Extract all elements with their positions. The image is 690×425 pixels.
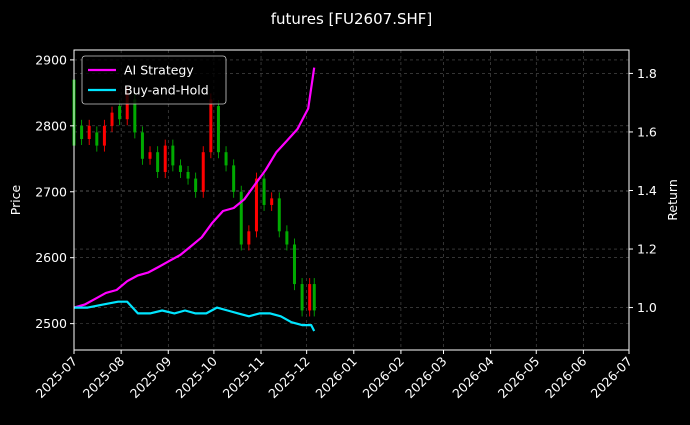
candle-body	[125, 92, 129, 120]
y-tick-label-right: 1.6	[637, 124, 657, 139]
y-tick-label-right: 1.4	[637, 183, 657, 198]
x-tick-label: 2026-02	[359, 354, 407, 402]
candle-body	[209, 99, 213, 153]
candle-body	[277, 198, 281, 232]
x-tick-label: 2025-12	[265, 354, 313, 402]
return-lines	[73, 67, 316, 332]
x-tick-label: 2025-11	[220, 354, 268, 402]
candle-body	[186, 171, 190, 179]
legend-label: AI Strategy	[124, 63, 194, 78]
candle-body	[148, 152, 152, 159]
x-tick-label: 2025-10	[172, 353, 220, 401]
candle-body	[133, 99, 137, 133]
chart-title: futures [FU2607.SHF]	[271, 10, 433, 28]
y-axis-label-left: Price	[8, 184, 23, 215]
candle-body	[194, 178, 198, 192]
candle-body	[300, 284, 304, 311]
candle-body	[308, 284, 312, 311]
y-tick-label-left: 2500	[35, 316, 67, 331]
candle-body	[232, 165, 236, 192]
candle-body	[110, 112, 114, 126]
candle-body	[87, 125, 91, 140]
candle-body	[102, 125, 106, 146]
x-tick-label: 2026-05	[495, 354, 543, 402]
candle-body	[292, 244, 296, 285]
candle-body	[201, 152, 205, 192]
legend: AI Strategy Buy-and-Hold	[81, 55, 227, 105]
y-tick-label-right: 1.8	[637, 66, 657, 81]
candle-body	[239, 191, 243, 245]
y-tick-label-left: 2700	[35, 184, 67, 199]
y-tick-label-right: 1.2	[637, 242, 657, 257]
candle-body	[156, 152, 160, 172]
candle-body	[312, 284, 316, 311]
x-tick-label: 2026-01	[312, 354, 360, 402]
candlestick-series	[72, 73, 316, 317]
candle-body	[171, 145, 175, 166]
candle-body	[178, 165, 182, 172]
candle-body	[140, 132, 144, 159]
candle-body	[163, 145, 167, 172]
x-tick-label: 2026-07	[588, 354, 636, 402]
x-tick-label: 2025-08	[80, 353, 128, 401]
candle-body	[95, 132, 99, 146]
candle-body	[224, 152, 228, 166]
y-tick-label-left: 2800	[35, 118, 67, 133]
buy-and-hold-line	[74, 300, 316, 332]
legend-label: Buy-and-Hold	[124, 83, 209, 98]
x-tick-label: 2026-03	[402, 354, 450, 402]
x-tick-label: 2025-09	[127, 353, 175, 401]
candle-body	[262, 178, 266, 205]
candle-body	[254, 178, 258, 232]
ai-strategy-line	[73, 67, 316, 309]
x-tick-label: 2026-04	[449, 353, 497, 401]
candle-body	[270, 198, 274, 205]
x-tick-label: 2025-07	[33, 354, 81, 402]
x-tick-label: 2026-06	[542, 353, 590, 401]
candle-body	[216, 106, 220, 153]
candle-body	[80, 125, 84, 140]
y-tick-label-left: 2600	[35, 250, 67, 265]
legend-box	[81, 55, 227, 105]
candle-body	[118, 106, 122, 120]
y-tick-label-left: 2900	[35, 52, 67, 67]
y-tick-label-right: 1.0	[637, 300, 657, 315]
candle-body	[285, 231, 289, 245]
plot-frame	[73, 49, 630, 351]
y-axis-label-right: Return	[665, 179, 680, 220]
candle-body	[247, 231, 251, 245]
